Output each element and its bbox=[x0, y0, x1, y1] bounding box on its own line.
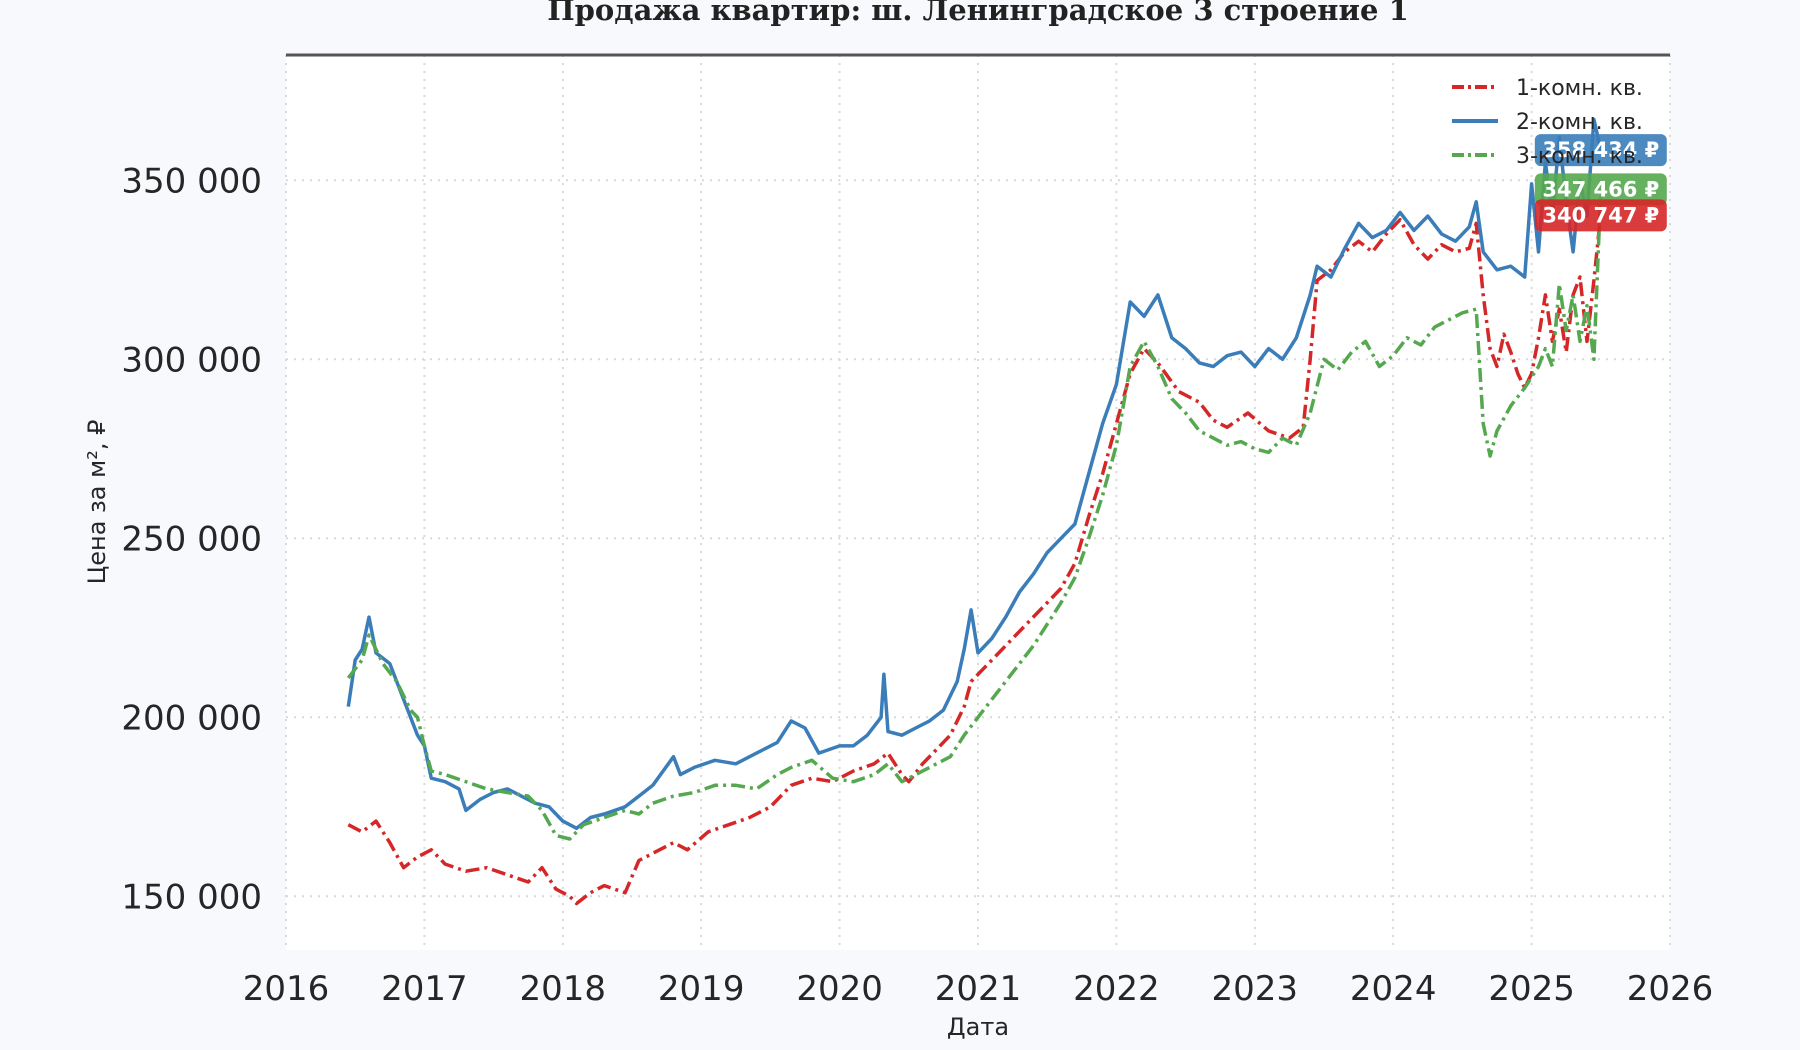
y-axis-ticks: 150 000 200 000 250 000 300 000 350 000 bbox=[121, 161, 262, 917]
y-axis-label: Цена за м², ₽ bbox=[83, 420, 111, 585]
value-badge-label: 340 747 ₽ bbox=[1542, 203, 1659, 227]
value-badge-label: 347 466 ₽ bbox=[1542, 177, 1659, 201]
series-line-1 bbox=[347, 213, 1603, 906]
grid bbox=[285, 55, 1671, 950]
x-tick-label: 2018 bbox=[520, 969, 607, 1009]
legend-label-2: 2-комн. кв. bbox=[1516, 110, 1643, 135]
x-tick-label: 2024 bbox=[1350, 969, 1437, 1009]
x-tick-label: 2017 bbox=[381, 969, 468, 1009]
x-tick-label: 2016 bbox=[243, 969, 330, 1009]
x-tick-label: 2021 bbox=[935, 969, 1022, 1009]
legend-label-3: 3-комн. кв. bbox=[1516, 144, 1643, 169]
x-tick-label: 2026 bbox=[1627, 969, 1714, 1009]
value-badge-1 bbox=[1534, 199, 1667, 232]
x-tick-label: 2019 bbox=[658, 969, 745, 1009]
y-tick-label: 350 000 bbox=[121, 161, 262, 201]
y-tick-label: 150 000 bbox=[121, 877, 262, 917]
x-tick-label: 2020 bbox=[796, 969, 883, 1009]
series-lines bbox=[346, 117, 1603, 906]
legend: 1-комн. кв. 2-комн. кв. 3-комн. кв. bbox=[1452, 76, 1643, 169]
legend-label-1: 1-комн. кв. bbox=[1516, 76, 1643, 101]
x-axis-ticks: 2016 2017 2018 2019 2020 2021 2022 2023 2024 2025… bbox=[243, 969, 1714, 1009]
series-line-3 bbox=[346, 189, 1603, 841]
x-axis-label: Дата bbox=[947, 1013, 1009, 1041]
x-tick-label: 2022 bbox=[1073, 969, 1160, 1009]
y-tick-label: 250 000 bbox=[121, 519, 262, 559]
value-badge-2 bbox=[1534, 134, 1667, 167]
x-tick-label: 2025 bbox=[1488, 969, 1575, 1009]
y-tick-label: 200 000 bbox=[121, 698, 262, 738]
x-tick-label: 2023 bbox=[1212, 969, 1299, 1009]
y-tick-label: 300 000 bbox=[121, 340, 262, 380]
value-badge-3 bbox=[1534, 173, 1667, 206]
chart-title: Продажа квартир: ш. Ленинградское 3 стро… bbox=[547, 0, 1409, 27]
value-badge-label: 358 434 ₽ bbox=[1542, 138, 1659, 162]
last-value-badges: 358 434 ₽ 347 466 ₽340 747 ₽ bbox=[1534, 134, 1667, 232]
